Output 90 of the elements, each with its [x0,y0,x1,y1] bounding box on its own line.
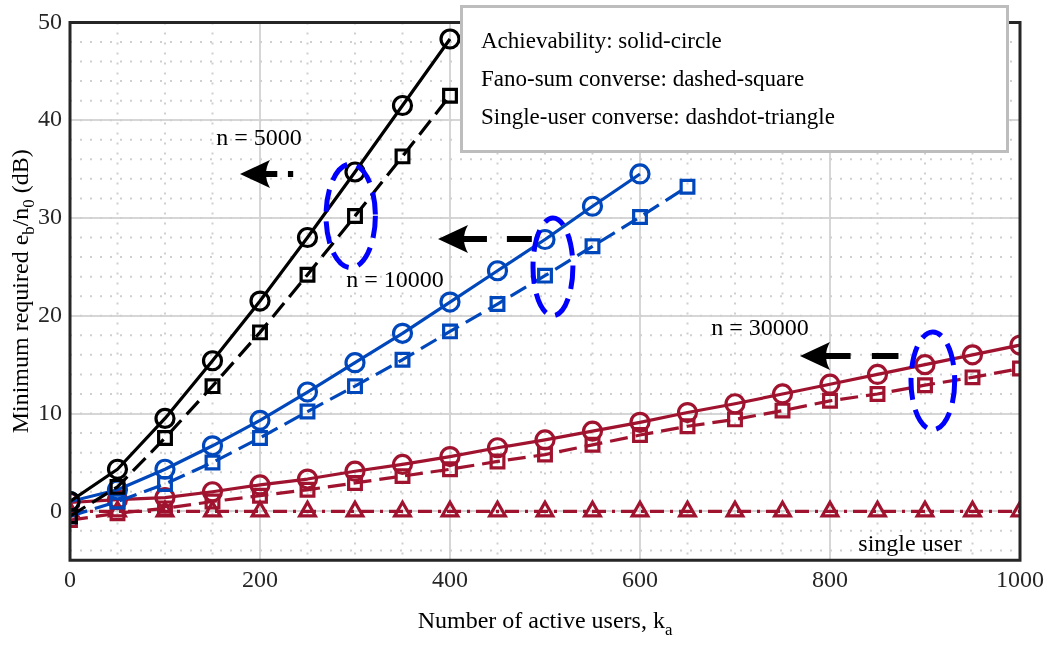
point [914,354,936,376]
point [486,260,509,282]
point [439,291,461,313]
point [394,351,411,368]
point [296,381,319,403]
point [581,420,604,442]
point [154,407,176,430]
point [819,373,841,395]
point [391,94,414,117]
annotation: single user [858,529,962,557]
point [252,430,268,446]
annotation: Achievability: solid-circle [481,27,723,55]
point [442,323,458,340]
x-tick-label: 800 [812,565,848,592]
point [869,386,886,402]
point [584,238,601,255]
point [581,195,604,217]
point [917,377,933,394]
point [249,474,271,496]
point [486,437,509,459]
annotation: n = 5000 [216,123,302,151]
point [201,435,224,457]
point [296,468,319,490]
point [154,458,176,480]
y-tick-label: 10 [38,398,62,425]
point [204,378,221,395]
point [629,163,651,185]
point [489,296,506,312]
x-tick-label: 1000 [996,565,1044,592]
point [344,460,366,482]
point [866,363,889,386]
y-tick-label: 40 [38,105,62,132]
point [727,411,743,428]
point [391,453,414,475]
point [394,148,411,165]
point [676,401,699,424]
annotation: Fano-sum converse: dashed-square [481,65,806,93]
point [442,87,458,104]
x-tick-label: 400 [432,565,468,592]
point [299,403,316,420]
point [679,418,696,435]
point [299,266,316,283]
point [629,411,651,433]
point [157,430,173,446]
y-tick-label: 20 [38,301,62,328]
point [201,481,224,503]
note-box: Achievability: solid-circle Fano-sum converse: dashed-square Single-user converse: dashdot-triangle [460,5,1009,153]
point [632,427,648,443]
point [632,209,648,225]
point [442,461,458,478]
y-tick-label: 50 [38,7,62,34]
point [724,393,746,415]
annotation: n = 10000 [346,265,444,293]
point [299,481,316,498]
point [394,468,411,485]
annotation: Single-user converse: dashdot-triangle [481,103,836,131]
point [252,487,268,504]
point [391,322,414,344]
point [347,378,363,395]
annotation: n = 30000 [711,313,809,341]
point [537,267,553,284]
point [964,369,981,386]
point [489,453,506,470]
point [584,436,601,453]
point [534,429,556,451]
point [252,324,268,341]
point [296,226,319,249]
y-tick-label: 30 [38,203,62,230]
point [679,178,696,195]
x-tick-label: 600 [622,565,658,592]
point [771,383,794,405]
point [344,352,366,374]
point [439,28,461,50]
point [774,402,791,419]
point [347,474,363,491]
point [157,475,173,492]
point [961,344,984,366]
x-tick-label: 200 [242,565,278,592]
point [249,290,271,312]
point [249,409,271,431]
point [537,446,553,463]
y-tick-label: 0 [50,496,62,523]
point [347,208,363,224]
point [822,392,838,409]
point [106,458,129,480]
point [204,493,221,510]
point [204,454,221,471]
point [439,445,461,468]
point [201,350,224,372]
y-axis-title: Minimum required eb/n0 (dB) [7,149,38,434]
